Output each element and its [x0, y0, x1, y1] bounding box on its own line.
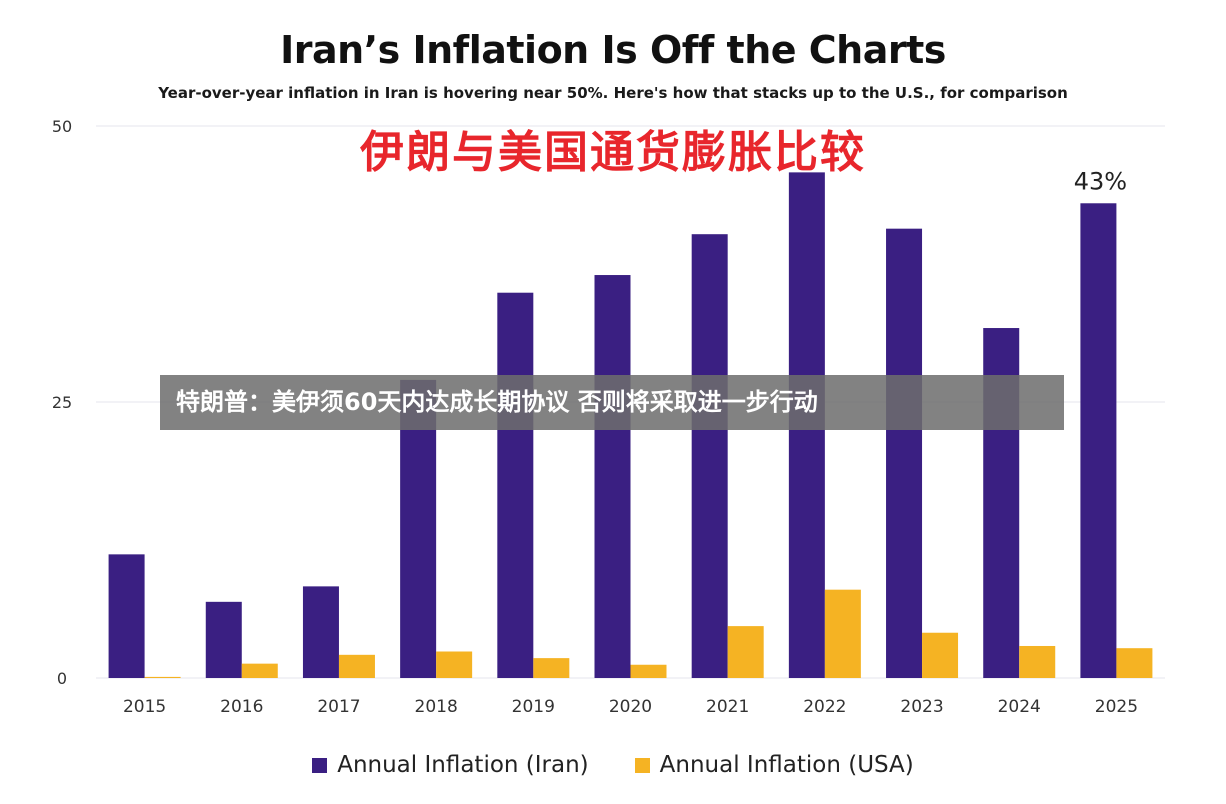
legend-swatch-usa [634, 757, 650, 773]
legend-label-iran: Annual Inflation (Iran) [337, 752, 589, 778]
data-label-annotation: 43% [1074, 167, 1127, 195]
chart-legend: Annual Inflation (Iran) Annual Inflation … [0, 752, 1226, 778]
bar-iran-2016 [205, 601, 242, 678]
x-tick-label-2018: 2018 [415, 697, 458, 717]
bar-iran-2021 [691, 234, 728, 678]
bar-usa-2025 [1116, 648, 1153, 678]
x-tick-label-2021: 2021 [706, 697, 749, 717]
chart-subtitle: Year-over-year inflation in Iran is hove… [158, 84, 1068, 102]
y-tick-label-25: 25 [52, 393, 72, 412]
bar-usa-2017 [338, 654, 375, 678]
bar-iran-2023 [886, 228, 923, 678]
bar-iran-2025 [1080, 203, 1117, 678]
bar-iran-2020 [594, 275, 631, 678]
y-tick-label-0: 0 [57, 669, 67, 688]
x-tick-label-2023: 2023 [900, 697, 943, 717]
bar-usa-2020 [630, 664, 667, 678]
bar-iran-2019 [497, 292, 534, 678]
bar-usa-2022 [824, 589, 861, 678]
x-tick-label-2016: 2016 [220, 697, 263, 717]
x-tick-label-2020: 2020 [609, 697, 652, 717]
y-tick-label-50: 50 [52, 117, 72, 136]
bar-usa-2018 [436, 651, 473, 678]
x-tick-label-2024: 2024 [998, 697, 1041, 717]
legend-swatch-iran [312, 757, 328, 773]
legend-item-usa: Annual Inflation (USA) [634, 752, 914, 778]
bar-iran-2015 [108, 554, 145, 678]
bar-usa-2019 [533, 658, 570, 678]
x-tick-label-2015: 2015 [123, 697, 166, 717]
bar-usa-2023 [922, 632, 959, 678]
x-tick-label-2019: 2019 [512, 697, 555, 717]
x-tick-label-2025: 2025 [1095, 697, 1138, 717]
bar-usa-2021 [727, 626, 764, 678]
legend-label-usa: Annual Inflation (USA) [659, 752, 914, 778]
news-banner: 特朗普：美伊须60天内达成长期协议 否则将采取进一步行动 [160, 375, 1064, 430]
news-banner-text: 特朗普：美伊须60天内达成长期协议 否则将采取进一步行动 [176, 388, 818, 416]
bar-usa-2016 [241, 663, 278, 678]
bar-iran-2017 [302, 586, 339, 678]
overlay-chinese-title: 伊朗与美国通货膨胀比较 [360, 127, 866, 178]
bar-usa-2015 [144, 676, 181, 678]
x-tick-label-2022: 2022 [803, 697, 846, 717]
bar-usa-2024 [1019, 645, 1056, 678]
chart-title: Iran’s Inflation Is Off the Charts [280, 28, 946, 72]
legend-item-iran: Annual Inflation (Iran) [312, 752, 589, 778]
x-tick-label-2017: 2017 [317, 697, 360, 717]
